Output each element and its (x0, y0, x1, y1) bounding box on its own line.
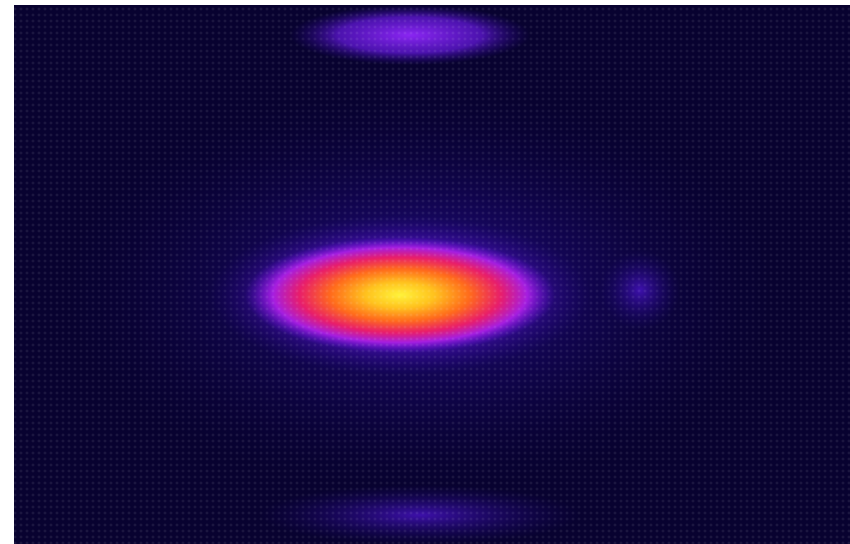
body (0, 0, 850, 544)
dot-texture (14, 5, 850, 544)
image (0, 0, 850, 544)
page: Image {} html, body { margin: 0; padding… (0, 0, 850, 544)
